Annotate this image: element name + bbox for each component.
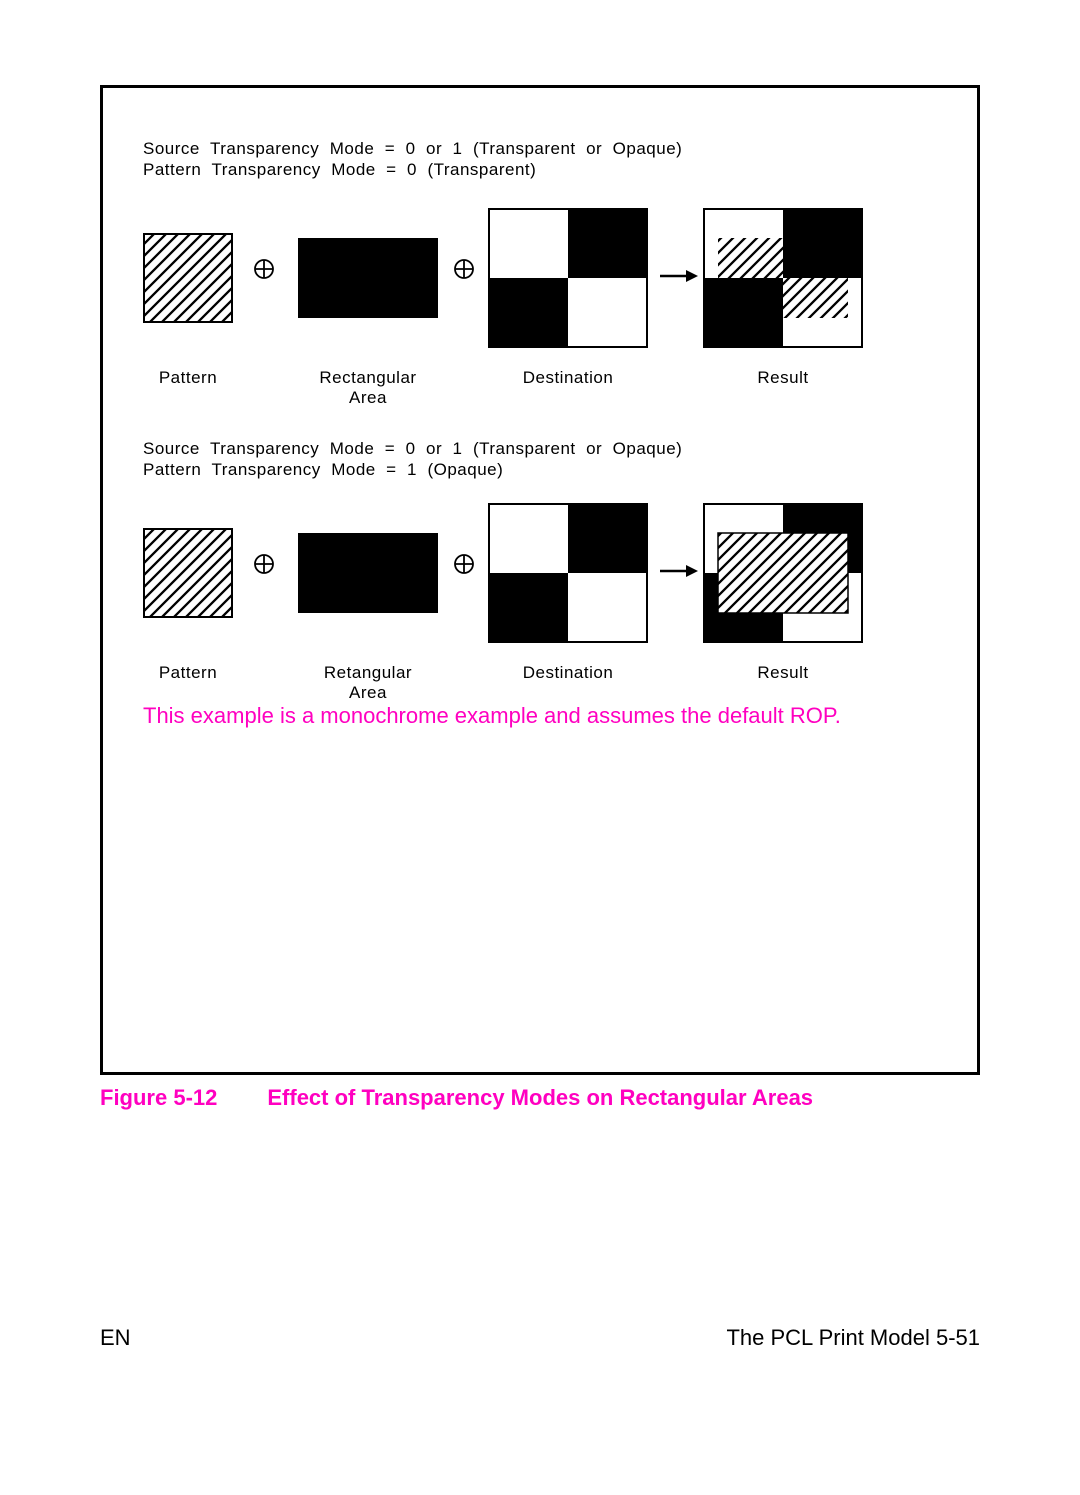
section-2-header-line1: Source Transparency Mode = 0 or 1 (Trans… bbox=[143, 439, 682, 458]
destination-cell-2 bbox=[488, 503, 648, 643]
destination-label: Destination bbox=[488, 663, 648, 683]
source-rect bbox=[298, 533, 438, 613]
arrow-icon bbox=[658, 561, 698, 581]
pattern-label: Pattern bbox=[123, 368, 253, 388]
result-opaque bbox=[703, 503, 863, 643]
source-label: Rectangular Area bbox=[298, 368, 438, 407]
oplus-icon bbox=[253, 258, 275, 280]
figure-caption: Figure 5-12 Effect of Transparency Modes … bbox=[100, 1085, 813, 1111]
section-1-header-line2: Pattern Transparency Mode = 0 (Transpare… bbox=[143, 160, 536, 179]
pattern-cell-2 bbox=[143, 528, 233, 618]
destination-cell-1 bbox=[488, 208, 648, 348]
section-2-header-line2: Pattern Transparency Mode = 1 (Opaque) bbox=[143, 460, 503, 479]
section-2-header: Source Transparency Mode = 0 or 1 (Trans… bbox=[143, 438, 682, 481]
pattern-cell-1 bbox=[143, 233, 233, 323]
result-cell-2 bbox=[703, 503, 863, 643]
destination-checker bbox=[488, 208, 648, 348]
section-1-header: Source Transparency Mode = 0 or 1 (Trans… bbox=[143, 138, 682, 181]
source-label: Retangular Area bbox=[298, 663, 438, 702]
result-label: Result bbox=[703, 368, 863, 388]
oplus-icon bbox=[253, 553, 275, 575]
destination-checker bbox=[488, 503, 648, 643]
source-rect bbox=[298, 238, 438, 318]
destination-label: Destination bbox=[488, 368, 648, 388]
arrow-icon bbox=[658, 266, 698, 286]
figure-number: Figure 5-12 bbox=[100, 1085, 217, 1110]
pattern-label: Pattern bbox=[123, 663, 253, 683]
result-cell-1 bbox=[703, 208, 863, 348]
footer-right: The PCL Print Model 5-51 bbox=[726, 1325, 980, 1351]
pattern-swatch bbox=[143, 528, 233, 618]
pattern-swatch bbox=[143, 233, 233, 323]
source-cell-2 bbox=[298, 533, 438, 613]
figure-frame: Source Transparency Mode = 0 or 1 (Trans… bbox=[100, 85, 980, 1075]
source-cell-1 bbox=[298, 238, 438, 318]
section-1-header-line1: Source Transparency Mode = 0 or 1 (Trans… bbox=[143, 139, 682, 158]
footer-left: EN bbox=[100, 1325, 131, 1351]
result-label: Result bbox=[703, 663, 863, 683]
figure-title: Effect of Transparency Modes on Rectangu… bbox=[267, 1085, 813, 1110]
oplus-icon bbox=[453, 553, 475, 575]
result-transparent bbox=[703, 208, 863, 348]
figure-note: This example is a monochrome example and… bbox=[143, 703, 841, 729]
oplus-icon bbox=[453, 258, 475, 280]
